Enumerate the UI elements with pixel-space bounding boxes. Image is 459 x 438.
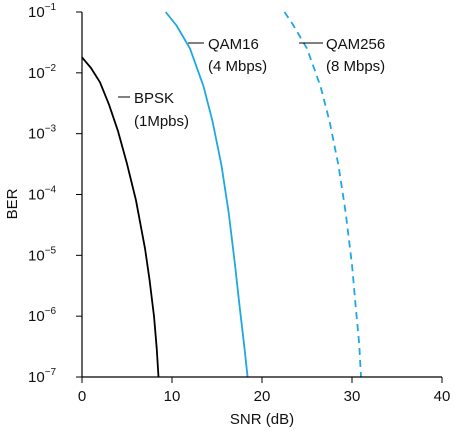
x-ticks: 0 10 20 30 40 <box>78 377 451 405</box>
series-label-line1: BPSK <box>134 90 174 107</box>
series-label-line1: QAM256 <box>326 36 385 53</box>
y-tick-label: 10−6 <box>28 306 57 325</box>
x-tick-label: 30 <box>344 388 361 405</box>
y-tick-label: 10−7 <box>28 367 57 386</box>
y-tick-label: 10−2 <box>28 63 57 82</box>
x-tick-label: 10 <box>164 388 181 405</box>
y-tick-label: 10−3 <box>28 124 57 143</box>
series-label-line1: QAM16 <box>208 36 259 53</box>
series-labels: BPSK (1Mpbs) QAM16 (4 Mbps) QAM256 (8 Mbps) <box>118 36 385 130</box>
series-line-2 <box>164 11 249 378</box>
x-tick-label: 0 <box>78 388 86 405</box>
y-tick-label: 10−5 <box>28 245 57 264</box>
series-layer <box>81 11 362 378</box>
x-axis-title: SNR (dB) <box>230 411 294 428</box>
x-tick-label: 20 <box>254 388 271 405</box>
series-label-line2: (1Mpbs) <box>134 113 189 130</box>
series-line-3 <box>283 11 362 378</box>
series-label-line2: (4 Mbps) <box>208 58 267 75</box>
y-axis-title: BER <box>4 188 21 219</box>
y-tick-label: 10−1 <box>28 2 57 21</box>
series-label-line2: (8 Mbps) <box>326 58 385 75</box>
x-tick-label: 40 <box>434 388 451 405</box>
y-tick-label: 10−4 <box>28 185 57 204</box>
series-line-1 <box>81 56 160 378</box>
y-ticks: 10−1 10−2 10−3 10−4 10−5 10−6 10−7 <box>28 2 82 386</box>
